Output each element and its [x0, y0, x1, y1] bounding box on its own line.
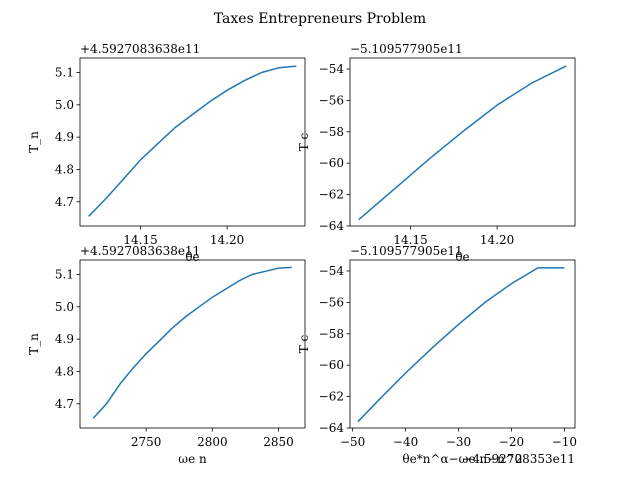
x-tick-label: 2850	[263, 435, 294, 449]
axes-frame	[349, 57, 576, 227]
y-tick-label: 4.7	[55, 397, 74, 411]
y-tick-label: −58	[319, 125, 344, 139]
x-axis-label: θe	[455, 250, 469, 264]
x-tick-label: −20	[499, 435, 524, 449]
y-axis-label: T c	[297, 334, 311, 353]
series-line	[358, 65, 567, 221]
y-tick-label: −54	[319, 62, 345, 76]
x-axis-label: ωe n	[178, 452, 207, 466]
subplots: 14.15 14.20 4.7 4.8 4.9 5.0 5.1 +4.5927083638e1…	[27, 42, 577, 466]
y-tick-label: −56	[319, 295, 344, 309]
axes-frame	[79, 259, 306, 429]
y-tick-label: 4.7	[55, 195, 74, 209]
x-axis-label: θe*n^α−ωe n−n^2	[402, 452, 522, 466]
y-tick-label: 5.0	[55, 98, 74, 112]
series-line	[92, 266, 292, 419]
y-tick-label: −62	[319, 390, 344, 404]
x-tick-label: −50	[340, 435, 365, 449]
y-offset-label: +4.5927083638e11	[80, 244, 200, 258]
x-tick-label: −30	[446, 435, 471, 449]
x-tick-label: 2750	[131, 435, 162, 449]
y-tick-label: 5.1	[55, 268, 74, 282]
axes-frame	[79, 57, 306, 227]
y-axis-label: T_n	[27, 333, 41, 355]
subplot-1: 14.15 14.20 4.7 4.8 4.9 5.0 5.1 +4.5927083638e1…	[27, 42, 306, 264]
x-tick-label: 14.15	[123, 233, 157, 247]
y-tick-label: 5.1	[55, 66, 74, 80]
x-tick-label: 14.20	[210, 233, 244, 247]
x-tick-label: 2800	[197, 435, 228, 449]
series-line	[357, 267, 565, 423]
y-tick-label: −58	[319, 327, 344, 341]
subplot-4: −50 −40 −30 −20 −10 −64 −62 −60 −58 −56 −54 −5.1095…	[297, 244, 577, 466]
y-tick-label: 4.8	[55, 162, 74, 176]
y-offset-label: −5.109577905e11	[350, 244, 463, 258]
y-tick-label: −60	[319, 156, 344, 170]
y-tick-label: −60	[319, 358, 344, 372]
figure-title: Taxes Entrepreneurs Problem	[214, 11, 426, 27]
y-tick-label: 4.9	[55, 130, 74, 144]
subplot-2: 14.15 14.20 −64 −62 −60 −58 −56 −54 −5.109577905…	[297, 42, 576, 264]
y-tick-label: −62	[319, 188, 344, 202]
y-tick-label: −64	[319, 219, 345, 233]
subplot-3: 2750 2800 2850 4.7 4.8 4.9 5.0 5.1 +4.5927083638…	[27, 244, 306, 466]
y-axis-label: T_n	[27, 131, 41, 153]
y-axis-label: T c	[297, 132, 311, 151]
y-offset-label: +4.5927083638e11	[80, 42, 200, 56]
x-axis-label: θe	[185, 250, 199, 264]
x-tick-label: 14.20	[480, 233, 514, 247]
y-tick-label: 4.8	[55, 364, 74, 378]
axes-frame	[349, 259, 576, 429]
series-line	[88, 65, 297, 217]
y-tick-label: −64	[319, 421, 345, 435]
x-tick-label: 14.15	[393, 233, 427, 247]
y-tick-label: −56	[319, 93, 344, 107]
y-tick-label: 4.9	[55, 332, 74, 346]
x-tick-label: −10	[552, 435, 577, 449]
x-offset-label: −4.592708353e11	[462, 452, 575, 466]
x-tick-label: −40	[393, 435, 418, 449]
y-tick-label: 5.0	[55, 300, 74, 314]
y-tick-label: −54	[319, 264, 345, 278]
y-offset-label: −5.109577905e11	[350, 42, 463, 56]
